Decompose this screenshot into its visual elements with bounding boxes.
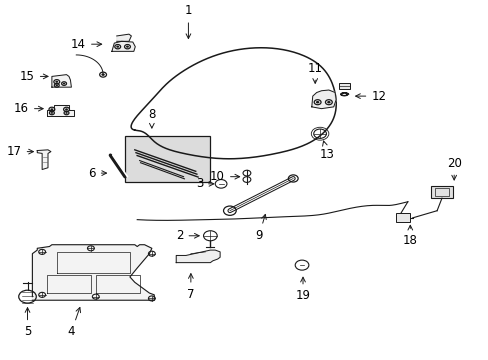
Polygon shape <box>52 75 71 87</box>
Text: 15: 15 <box>20 70 48 83</box>
Polygon shape <box>47 105 74 116</box>
Circle shape <box>65 108 68 111</box>
Text: 2: 2 <box>176 229 199 242</box>
Circle shape <box>51 112 53 114</box>
Polygon shape <box>117 34 131 41</box>
Bar <box>338 82 349 89</box>
Bar <box>434 189 448 196</box>
Text: 3: 3 <box>195 177 213 190</box>
Polygon shape <box>176 250 220 263</box>
Circle shape <box>63 83 65 85</box>
Text: 18: 18 <box>402 225 417 247</box>
Text: 12: 12 <box>355 90 386 103</box>
Polygon shape <box>311 90 335 109</box>
Circle shape <box>50 108 53 111</box>
Text: 20: 20 <box>446 157 461 180</box>
Polygon shape <box>32 245 154 300</box>
Circle shape <box>101 73 104 76</box>
Circle shape <box>56 85 58 86</box>
Circle shape <box>315 101 319 103</box>
Text: 19: 19 <box>295 277 310 302</box>
Text: 1: 1 <box>184 4 192 39</box>
Bar <box>125 135 210 182</box>
Polygon shape <box>37 150 51 170</box>
Text: 6: 6 <box>88 167 106 180</box>
Circle shape <box>326 101 330 103</box>
Text: 8: 8 <box>148 108 155 128</box>
Text: 17: 17 <box>7 145 33 158</box>
Bar <box>395 213 409 222</box>
Text: 10: 10 <box>210 170 239 183</box>
Polygon shape <box>112 41 135 51</box>
Text: 11: 11 <box>307 62 322 83</box>
Circle shape <box>55 81 58 83</box>
Circle shape <box>116 46 119 48</box>
Text: 14: 14 <box>71 38 102 51</box>
Text: 13: 13 <box>319 141 334 161</box>
Circle shape <box>65 112 68 114</box>
Text: 9: 9 <box>255 215 265 242</box>
Text: 4: 4 <box>67 307 81 338</box>
Text: 16: 16 <box>14 102 43 115</box>
Text: 5: 5 <box>24 308 31 338</box>
Text: 7: 7 <box>187 274 194 301</box>
Bar <box>430 186 452 198</box>
Circle shape <box>126 46 129 48</box>
